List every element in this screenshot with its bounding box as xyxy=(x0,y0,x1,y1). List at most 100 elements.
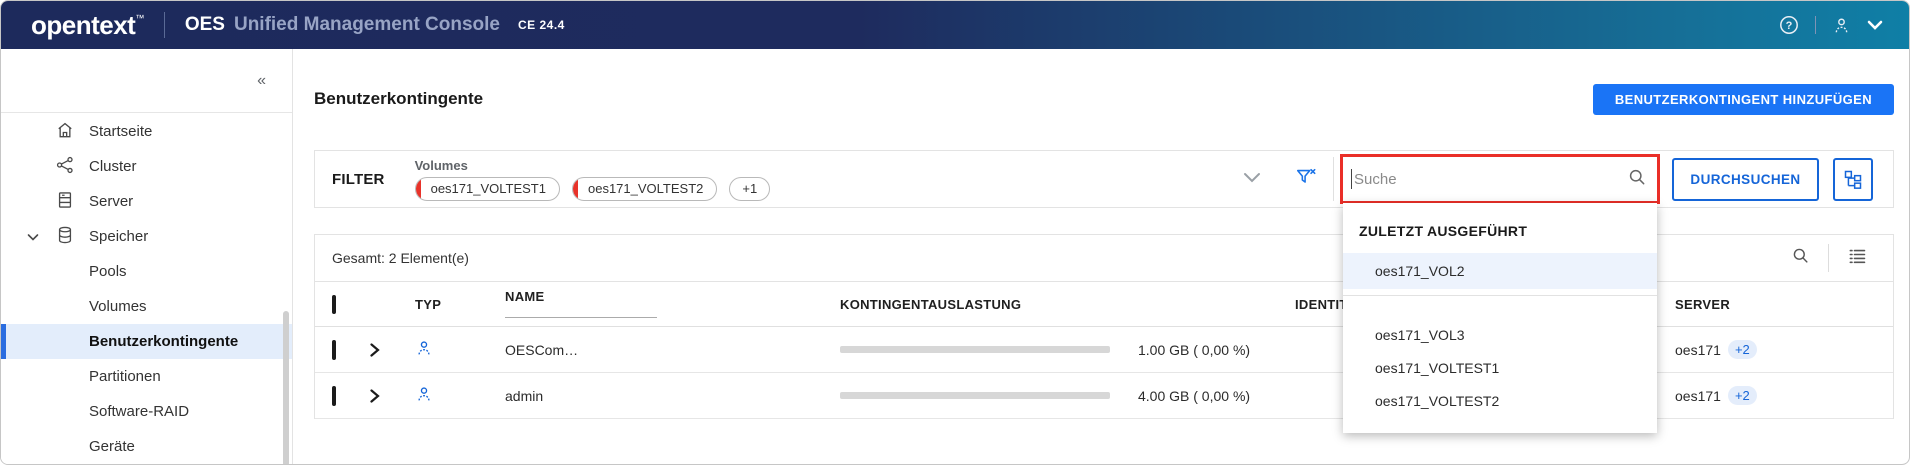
sidebar-item-label: Partitionen xyxy=(89,368,161,385)
filter-chip-more[interactable]: +1 xyxy=(729,176,771,201)
sidebar-item-label: Benutzerkontingente xyxy=(89,333,239,350)
cluster-icon xyxy=(55,155,75,179)
chip-label: oes171_VOLTEST1 xyxy=(430,181,546,196)
chip-accent-bar xyxy=(415,177,421,200)
user-type-icon xyxy=(395,385,485,406)
dropdown-item-label: oes171_VOL2 xyxy=(1375,263,1465,279)
quota-progress-bar xyxy=(840,346,1110,353)
dropdown-item[interactable]: oes171_VOLTEST1 xyxy=(1343,351,1657,384)
chip-label: +1 xyxy=(742,181,758,196)
row-expand-chevron-icon[interactable] xyxy=(355,388,395,403)
user-menu-chevron-icon[interactable] xyxy=(1867,20,1883,30)
chevron-down-icon[interactable] xyxy=(27,228,39,245)
dropdown-divider xyxy=(1343,295,1657,296)
sidebar-item-label: Startseite xyxy=(89,123,153,140)
trademark-symbol: ™ xyxy=(135,13,144,23)
volumes-filter-group: Volumes oes171_VOLTEST1 oes171_VOLTEST2 … xyxy=(414,157,771,201)
server-icon xyxy=(55,190,75,214)
server-more-badge[interactable]: +2 xyxy=(1727,386,1757,405)
main-content: Benutzerkontingente BENUTZERKONTINGENT H… xyxy=(293,49,1909,464)
table-row: admin 4.00 GB ( 0,00 %) oes171 +2 xyxy=(315,373,1893,419)
sidebar-scrollbar[interactable] xyxy=(283,311,289,464)
server-more-badge[interactable]: +2 xyxy=(1727,340,1757,359)
dropdown-item-label: oes171_VOL3 xyxy=(1375,326,1465,343)
help-icon[interactable]: ? xyxy=(1779,15,1799,35)
dropdown-item-label: oes171_VOLTEST1 xyxy=(1375,359,1500,376)
sidebar-item-volumes[interactable]: Volumes xyxy=(1,289,292,324)
dropdown-item-label: oes171_VOLTEST2 xyxy=(1375,392,1500,409)
sidebar-item-label: Speicher xyxy=(89,228,149,245)
column-header-typ[interactable]: TYP xyxy=(415,296,442,312)
sidebar-item-label: Geräte xyxy=(89,438,135,455)
row-name[interactable]: OESCom… xyxy=(505,341,579,358)
column-header-name[interactable]: NAME xyxy=(485,282,805,326)
row-checkbox[interactable] xyxy=(332,339,336,360)
column-header-server[interactable]: SERVER xyxy=(1675,296,1731,312)
table-search-icon[interactable] xyxy=(1791,246,1810,270)
select-all-checkbox[interactable] xyxy=(332,294,336,314)
clear-filter-icon[interactable] xyxy=(1295,166,1317,193)
topbar-divider xyxy=(163,12,165,38)
filter-chip[interactable]: oes171_VOLTEST2 xyxy=(571,176,718,201)
sidebar: « Startseite Cluster xyxy=(1,49,293,464)
svg-text:?: ? xyxy=(1786,20,1793,32)
filter-chip[interactable]: oes171_VOLTEST1 xyxy=(414,176,560,201)
user-icon[interactable] xyxy=(1832,16,1851,35)
opentext-logo: opentext™ xyxy=(31,10,144,40)
chip-label: oes171_VOLTEST2 xyxy=(587,181,704,196)
sidebar-item-geraete[interactable]: Geräte xyxy=(1,429,292,464)
sidebar-item-software-raid[interactable]: Software-RAID xyxy=(1,394,292,429)
page-title: Benutzerkontingente xyxy=(314,89,484,108)
dropdown-item[interactable]: oes171_VOL3 xyxy=(1343,318,1657,351)
search-annotation-box: ZULETZT AUSGEFÜHRT oes171_VOL2 oes171_VO… xyxy=(1340,154,1660,433)
filter-bar: FILTER Volumes oes171_VOLTEST1 oes171_VO… xyxy=(314,150,1894,433)
row-expand-chevron-icon[interactable] xyxy=(355,342,395,357)
quota-usage-cell: 4.00 GB ( 0,00 %) xyxy=(805,388,1265,404)
sidebar-item-startseite[interactable]: Startseite xyxy=(1,114,292,149)
text-cursor xyxy=(1351,169,1352,189)
table-header-row: TYP NAME KONTINGENTAUSLASTUNG IDENTITÄT … xyxy=(315,282,1893,327)
tree-view-button[interactable] xyxy=(1833,157,1873,201)
home-icon xyxy=(55,120,75,144)
sidebar-item-benutzerkontingente[interactable]: Benutzerkontingente xyxy=(1,324,292,359)
dropdown-item[interactable]: oes171_VOL2 xyxy=(1343,253,1657,289)
table-row: OESCom… 1.00 GB ( 0,00 %) oes171 +2 xyxy=(315,327,1893,373)
sidebar-collapse-icon[interactable]: « xyxy=(257,71,266,89)
sidebar-item-server[interactable]: Server xyxy=(1,184,292,219)
add-user-quota-button[interactable]: BENUTZERKONTINGENT HINZUFÜGEN xyxy=(1592,83,1894,115)
topbar-icon-divider xyxy=(1815,16,1816,34)
sidebar-header: « xyxy=(1,49,292,113)
sidebar-item-cluster[interactable]: Cluster xyxy=(1,149,292,184)
filter-expand-chevron-icon[interactable] xyxy=(1243,170,1261,188)
quota-value: 1.00 GB ( 0,00 %) xyxy=(1138,341,1251,358)
table-toolbar: Gesamt: 2 Element(e) xyxy=(315,235,1893,282)
sidebar-item-partitionen[interactable]: Partitionen xyxy=(1,359,292,394)
search-suggestions-dropdown: ZULETZT AUSGEFÜHRT oes171_VOL2 oes171_VO… xyxy=(1343,203,1657,433)
quota-progress-bar xyxy=(840,392,1110,399)
server-name: oes171 xyxy=(1675,341,1721,358)
row-checkbox[interactable] xyxy=(332,385,336,406)
sidebar-item-speicher[interactable]: Speicher xyxy=(1,219,292,254)
filter-divider xyxy=(1333,157,1334,201)
sidebar-item-label: Volumes xyxy=(89,298,147,315)
search-input[interactable] xyxy=(1354,170,1627,188)
sidebar-item-pools[interactable]: Pools xyxy=(1,254,292,289)
table-toolbar-divider xyxy=(1828,244,1829,272)
column-header-quota[interactable]: KONTINGENTAUSLASTUNG xyxy=(840,296,1022,312)
column-settings-icon[interactable] xyxy=(1847,246,1867,271)
volumes-filter-label: Volumes xyxy=(414,157,468,173)
dropdown-item[interactable]: oes171_VOLTEST2 xyxy=(1343,384,1657,417)
search-icon[interactable] xyxy=(1627,167,1647,192)
quota-usage-cell: 1.00 GB ( 0,00 %) xyxy=(805,342,1265,358)
server-cell: oes171 +2 xyxy=(1655,340,1893,359)
browse-button[interactable]: DURCHSUCHEN xyxy=(1672,157,1819,201)
user-type-icon xyxy=(395,339,485,360)
row-name[interactable]: admin xyxy=(505,387,544,404)
filter-label: FILTER xyxy=(332,170,385,188)
sidebar-nav: Startseite Cluster Server xyxy=(1,113,292,464)
chip-accent-bar xyxy=(572,177,578,200)
sidebar-item-label: Software-RAID xyxy=(89,403,190,420)
product-title: OES Unified Management Console xyxy=(185,14,500,36)
server-name: oes171 xyxy=(1675,387,1721,404)
